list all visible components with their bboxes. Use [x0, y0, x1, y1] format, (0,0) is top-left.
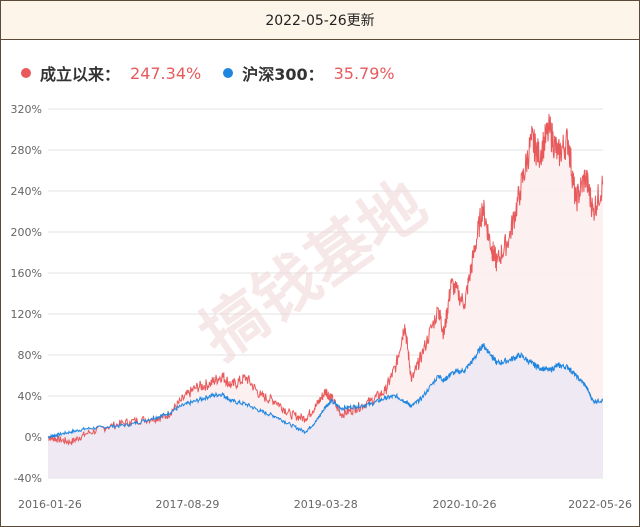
y-tick-label: 80%	[18, 349, 42, 362]
index-dot-icon	[223, 68, 234, 78]
y-tick-label: 160%	[11, 267, 42, 280]
y-tick-label: 280%	[11, 144, 42, 157]
legend-name-index: 沪深300：	[242, 65, 324, 84]
legend-value-fund: 247.34%	[130, 63, 202, 83]
legend-name-fund: 成立以来：	[40, 65, 121, 84]
fund-dot-icon	[21, 68, 31, 78]
legend-item-fund[interactable]: 成立以来： 247.34%	[21, 61, 201, 85]
y-tick-label: 120%	[11, 308, 42, 321]
legend: 成立以来： 247.34% 沪深300： 35.79%	[21, 61, 417, 85]
legend-value-index: 35.79%	[333, 63, 395, 83]
legend-item-index[interactable]: 沪深300： 35.79%	[223, 61, 395, 85]
y-tick-label: -40%	[14, 472, 42, 485]
y-tick-label: 200%	[11, 226, 42, 239]
x-tick-label: 2016-01-26	[18, 498, 82, 511]
y-tick-label: 0%	[25, 431, 42, 444]
fund-series-line	[47, 113, 604, 446]
y-tick-label: 240%	[11, 185, 42, 198]
index-series-area	[48, 343, 603, 478]
x-tick-label: 2022-05-26	[568, 498, 632, 511]
update-date-header: 2022-05-26更新	[1, 1, 639, 40]
header-title: 2022-05-26更新	[265, 13, 375, 29]
index-series-line	[47, 343, 604, 440]
y-tick-label: 40%	[18, 390, 42, 403]
y-tick-label: 320%	[11, 103, 42, 116]
x-tick-label: 2020-10-26	[433, 498, 497, 511]
x-tick-label: 2017-08-29	[156, 498, 220, 511]
x-tick-label: 2019-03-28	[294, 498, 358, 511]
